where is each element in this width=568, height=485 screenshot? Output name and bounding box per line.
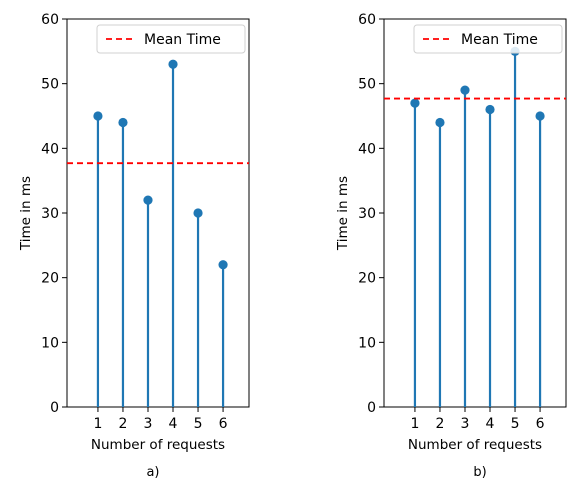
subplot-caption: a) <box>146 465 159 480</box>
legend-label: Mean Time <box>144 32 221 48</box>
y-tick-label: 10 <box>41 335 59 351</box>
x-tick-label: 6 <box>219 416 228 432</box>
y-tick-label: 30 <box>41 206 59 222</box>
stem-marker <box>218 260 228 270</box>
x-tick-label: 1 <box>410 416 419 432</box>
stem-marker <box>193 208 203 218</box>
y-axis-label: Time in ms <box>335 176 351 251</box>
x-axis-label: Number of requests <box>91 437 225 453</box>
stem-marker <box>93 111 103 121</box>
y-tick-label: 60 <box>358 12 376 28</box>
subplot-caption: b) <box>473 465 486 480</box>
stem-marker <box>410 98 420 108</box>
y-tick-label: 40 <box>358 141 376 157</box>
stem-marker <box>460 85 470 95</box>
x-tick-label: 5 <box>511 416 520 432</box>
legend-label: Mean Time <box>461 32 538 48</box>
y-tick-label: 30 <box>358 206 376 222</box>
subplot-b: 0 10 20 30 40 50 60 1 2 3 4 5 6 Mean Time Number of re… <box>335 12 567 480</box>
y-tick-label: 50 <box>41 77 59 93</box>
y-tick-label: 0 <box>50 400 59 416</box>
x-tick-label: 3 <box>461 416 470 432</box>
x-tick-label: 2 <box>119 416 128 432</box>
x-tick-label: 5 <box>194 416 203 432</box>
x-tick-label: 2 <box>436 416 445 432</box>
subplot-a: 0 10 20 30 40 50 60 1 2 3 4 5 6 Mean Time Number of re… <box>18 12 250 480</box>
stem-marker <box>435 117 445 128</box>
y-tick-label: 10 <box>358 335 376 351</box>
y-tick-label: 60 <box>41 12 59 28</box>
x-tick-label: 6 <box>536 416 545 432</box>
stem-marker <box>168 59 178 69</box>
y-axis-label: Time in ms <box>18 176 34 251</box>
y-tick-label: 20 <box>358 271 376 287</box>
x-axis-label: Number of requests <box>408 437 542 453</box>
y-tick-label: 50 <box>358 77 376 93</box>
legend-box <box>96 24 246 54</box>
stem-marker <box>143 195 153 205</box>
stem-marker <box>118 117 128 128</box>
x-tick-label: 3 <box>144 416 153 432</box>
stem-marker <box>485 104 495 115</box>
stem-marker <box>535 111 545 121</box>
x-tick-label: 4 <box>486 416 495 432</box>
legend-box <box>413 24 563 54</box>
y-tick-label: 0 <box>367 400 376 416</box>
y-tick-label: 40 <box>41 141 59 157</box>
x-tick-label: 4 <box>169 416 178 432</box>
x-tick-label: 1 <box>93 416 102 432</box>
y-tick-label: 20 <box>41 271 59 287</box>
